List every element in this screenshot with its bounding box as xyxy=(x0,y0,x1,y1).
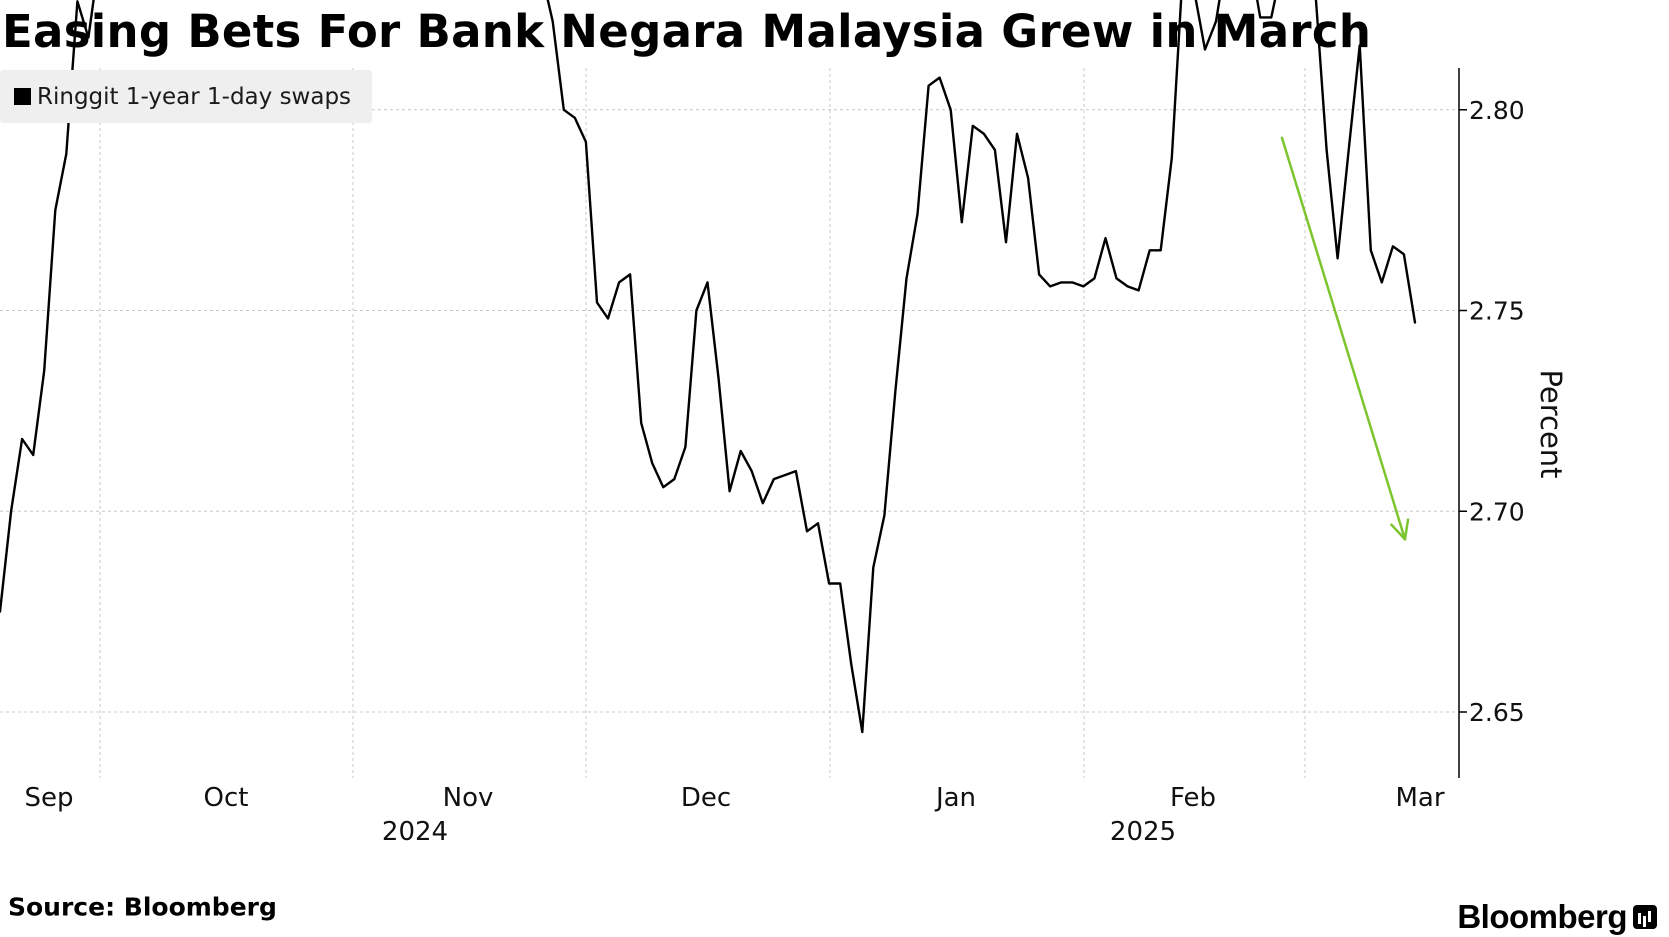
legend: Ringgit 1-year 1-day swaps xyxy=(0,70,372,123)
terminal-icon xyxy=(1633,905,1657,929)
annotation-arrowhead xyxy=(1390,518,1410,541)
x-tick-label: Mar xyxy=(1395,783,1444,813)
x-tick-label: Nov xyxy=(443,783,494,813)
y-tick-label: 2.75 xyxy=(1469,297,1525,326)
source-note: Source: Bloomberg xyxy=(8,892,277,922)
y-tick-label: 2.70 xyxy=(1469,497,1525,526)
x-tick-label: Feb xyxy=(1170,783,1216,813)
legend-label: Ringgit 1-year 1-day swaps xyxy=(37,83,352,110)
y-tick-label: 2.65 xyxy=(1469,698,1525,727)
brand-logo: Bloomberg xyxy=(1457,898,1657,936)
y-axis-label: Percent xyxy=(1534,369,1568,478)
x-tick-label: Jan xyxy=(934,783,976,813)
x-year-label: 2025 xyxy=(1110,817,1176,847)
chart-title: Easing Bets For Bank Negara Malaysia Gre… xyxy=(2,5,1372,58)
x-year-label: 2024 xyxy=(382,817,448,847)
x-tick-label: Sep xyxy=(24,783,73,813)
series-line xyxy=(0,0,1417,734)
x-tick-label: Dec xyxy=(681,783,731,813)
legend-swatch xyxy=(14,88,31,105)
annotation-arrow xyxy=(1280,136,1407,541)
x-tick-label: Oct xyxy=(204,783,249,813)
y-tick-label: 2.80 xyxy=(1469,96,1525,125)
brand-name: Bloomberg xyxy=(1457,898,1627,935)
